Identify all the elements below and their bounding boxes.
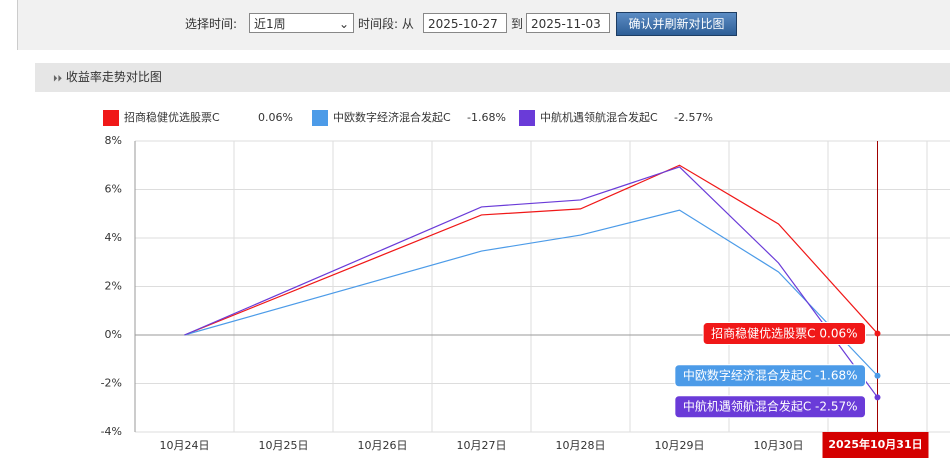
tooltip: 中航机遇领航混合发起C -2.57% — [674, 395, 866, 419]
select-arrow: ⌄ — [338, 17, 349, 31]
tooltip-value: -2.57% — [815, 399, 857, 413]
tooltip: 招商稳健优选股票C 0.06% — [702, 322, 866, 346]
y-tick-label: 6% — [105, 183, 122, 196]
tooltip-name: 招商稳健优选股票C — [711, 325, 815, 340]
x-tick-label: 10月24日 — [160, 439, 210, 452]
x-tick-label: 10月25日 — [259, 439, 309, 452]
tooltip-value: 0.06% — [819, 326, 857, 340]
series-line — [184, 166, 878, 398]
legend-swatch — [103, 110, 119, 126]
y-tick-label: 4% — [105, 231, 122, 244]
x-tick-label: 10月27日 — [457, 439, 507, 452]
y-tick-label: 2% — [105, 280, 122, 293]
legend-label: 中欧数字经济混合发起C — [333, 110, 451, 124]
x-tick-label: 10月29日 — [655, 439, 705, 452]
legend-value: -2.57% — [674, 111, 713, 124]
y-tick-label: -4% — [101, 425, 122, 438]
last-point — [874, 394, 881, 401]
legend-label: 招商稳健优选股票C — [124, 110, 220, 124]
last-point — [874, 372, 881, 379]
tooltip-box — [674, 395, 866, 419]
section-header: ⏵⏵ 收益率走势对比图 — [35, 63, 950, 92]
y-tick-label: 8% — [105, 134, 122, 147]
legend-swatch — [519, 110, 535, 126]
series-line — [184, 164, 878, 336]
x-tick-label: 10月30日 — [754, 439, 804, 452]
range-label: 时间段: 从 — [358, 17, 414, 31]
x-tick-label: 2025年10月31日 — [828, 437, 922, 451]
start-date: 2025-10-27 — [428, 17, 498, 31]
to-label: 到 — [511, 17, 524, 31]
end-date: 2025-11-03 — [531, 17, 601, 31]
tooltip-box — [674, 364, 866, 388]
section-icon: ⏵⏵ — [53, 74, 63, 84]
y-tick-label: -2% — [101, 377, 122, 390]
last-point — [874, 330, 881, 337]
tooltip: 中欧数字经济混合发起C -1.68% — [674, 364, 866, 388]
tooltip-box — [702, 322, 866, 346]
section-title: 收益率走势对比图 — [65, 70, 162, 84]
tooltip-name: 中欧数字经济混合发起C — [683, 367, 811, 382]
period-select-value: 近1周 — [254, 17, 286, 31]
x-tick-label: 10月28日 — [556, 439, 606, 452]
x-highlight-box — [822, 432, 929, 458]
tooltip-value: -1.68% — [815, 368, 857, 382]
refresh-button[interactable]: 确认并刷新对比图 — [616, 12, 737, 36]
y-tick-label: 0% — [105, 328, 122, 341]
legend-value: -1.68% — [467, 111, 506, 124]
time-label: 选择时间: — [185, 17, 238, 31]
tooltip-text: 招商稳健优选股票C 0.06% — [711, 325, 857, 340]
tooltip-text: 中欧数字经济混合发起C -1.68% — [683, 367, 858, 382]
period-select[interactable]: 近1周 ⌄ — [249, 13, 354, 33]
legend-swatch — [312, 110, 328, 126]
end-date-input[interactable]: 2025-11-03 — [526, 13, 610, 33]
series-line — [184, 209, 878, 377]
legend-label: 中航机遇领航混合发起C — [540, 110, 658, 124]
legend-value: 0.06% — [258, 111, 293, 124]
x-tick-label: 10月26日 — [358, 439, 408, 452]
start-date-input[interactable]: 2025-10-27 — [423, 13, 507, 33]
tooltip-text: 中航机遇领航混合发起C -2.57% — [683, 398, 858, 413]
tooltip-name: 中航机遇领航混合发起C — [683, 398, 811, 413]
